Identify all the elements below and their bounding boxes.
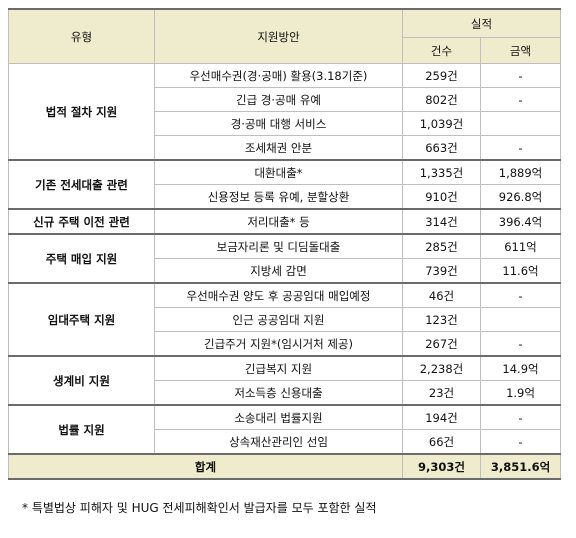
amount-cell: -: [479, 282, 562, 308]
total-row: 합계 9,303건 3,851.6억: [8, 453, 562, 480]
table-row: 생계비 지원 긴급복지 지원 2,238건 14.9억: [8, 355, 562, 406]
plan-cell: 소송대리 법률지원: [154, 404, 403, 430]
table-footer: 합계 9,303건 3,851.6억: [8, 453, 562, 480]
plan-cell: 상속재산관리인 선임: [154, 429, 403, 455]
count-cell: 194건: [402, 404, 481, 430]
plan-cell: 긴급복지 지원: [154, 355, 403, 381]
count-cell: 66건: [402, 429, 481, 455]
amount-cell: 11.6억: [479, 258, 562, 284]
category-cell: 법률 지원: [8, 404, 155, 455]
amount-cell: -: [479, 87, 562, 112]
amount-cell: -: [479, 135, 562, 161]
amount-cell: 1,889억: [479, 159, 562, 185]
plan-cell: 보금자리론 및 디딤돌대출: [154, 233, 403, 259]
count-cell: 123건: [402, 307, 481, 332]
table-header: 유형 지원방안 실적 건수 금액: [8, 8, 562, 64]
category-cell: 기존 전세대출 관련: [8, 159, 155, 210]
plan-cell: 긴급 경·공매 유예: [154, 87, 403, 112]
count-cell: 314건: [402, 208, 481, 235]
header-plan: 지원방안: [154, 8, 403, 64]
plan-cell: 경·공매 대행 서비스: [154, 111, 403, 136]
plan-cell: 저리대출* 등: [154, 208, 403, 235]
total-amount: 3,851.6억: [479, 453, 562, 480]
count-cell: 802건: [402, 87, 481, 112]
header-amount: 금액: [479, 37, 562, 64]
count-cell: 1,335건: [402, 159, 481, 185]
amount-cell: -: [479, 331, 562, 357]
category-cell: 주택 매입 지원: [8, 233, 155, 284]
plan-cell: 인근 공공임대 지원: [154, 307, 403, 332]
category-cell: 생계비 지원: [8, 355, 155, 406]
header-performance: 실적: [401, 8, 562, 38]
table-row: 인근 공공임대 지원 123건: [9, 307, 562, 332]
amount-cell: -: [479, 429, 562, 455]
amount-cell: -: [479, 404, 562, 430]
count-cell: 1,039건: [402, 111, 481, 136]
table-body: 법적 절차 지원 우선매수권(경·공매) 활용(3.18기준) 259건 - 긴급 경·…: [8, 63, 562, 455]
table-row: 신규 주택 이전 관련 저리대출* 등 314건 396.4억: [8, 208, 562, 235]
count-cell: 259건: [402, 63, 481, 88]
plan-cell: 지방세 감면: [154, 258, 403, 284]
category-cell: 임대주택 지원: [8, 282, 155, 357]
plan-cell: 긴급주거 지원*(임시거처 제공): [154, 331, 403, 357]
table-row: 경·공매 대행 서비스 1,039건: [9, 111, 562, 136]
count-cell: 739건: [402, 258, 481, 284]
amount-cell: -: [479, 63, 562, 88]
amount-cell: [479, 111, 562, 136]
plan-cell: 저소득층 신용대출: [154, 380, 403, 406]
table-row: 주택 매입 지원 보금자리론 및 디딤돌대출 285건 611억: [8, 233, 562, 284]
plan-cell: 신용정보 등록 유예, 분할상환: [154, 184, 403, 210]
category-cell: 법적 절차 지원: [8, 63, 155, 161]
total-label: 합계: [8, 453, 403, 480]
header-count: 건수: [402, 37, 481, 64]
header-type: 유형: [8, 8, 155, 64]
count-cell: 910건: [402, 184, 481, 210]
amount-cell: 14.9억: [479, 355, 562, 381]
plan-cell: 대환대출*: [154, 159, 403, 185]
table-row: 임대주택 지원 우선매수권 양도 후 공공임대 매입예정 46건 -: [8, 282, 562, 357]
plan-cell: 조세채권 안분: [154, 135, 403, 161]
table-row: 기존 전세대출 관련 대환대출* 1,335건 1,889억: [8, 159, 562, 210]
table-row: 긴급 경·공매 유예 802건 -: [9, 87, 562, 112]
amount-cell: 396.4억: [479, 208, 562, 235]
total-count: 9,303건: [402, 453, 481, 480]
count-cell: 2,238건: [402, 355, 481, 381]
count-cell: 23건: [402, 380, 481, 406]
amount-cell: 611억: [479, 233, 562, 259]
count-cell: 267건: [402, 331, 481, 357]
amount-cell: 1.9억: [479, 380, 562, 406]
table-row: 조세채권 안분 663건 -: [9, 135, 562, 161]
performance-table: 유형 지원방안 실적 건수 금액 법적 절차 지원 우선매수권(경·공매) 활용(…: [8, 8, 562, 480]
amount-cell: 926.8억: [479, 184, 562, 210]
count-cell: 663건: [402, 135, 481, 161]
plan-cell: 우선매수권(경·공매) 활용(3.18기준): [154, 63, 403, 88]
category-cell: 신규 주택 이전 관련: [8, 208, 155, 235]
count-cell: 46건: [402, 282, 481, 308]
footnote: * 특별법상 피해자 및 HUG 전세피해확인서 발급자를 모두 포함한 실적: [22, 501, 377, 515]
count-cell: 285건: [402, 233, 481, 259]
plan-cell: 우선매수권 양도 후 공공임대 매입예정: [154, 282, 403, 308]
table-row: 법률 지원 소송대리 법률지원 194건 -: [8, 404, 562, 455]
amount-cell: [479, 307, 562, 332]
table-row: 법적 절차 지원 우선매수권(경·공매) 활용(3.18기준) 259건 -: [8, 63, 562, 161]
